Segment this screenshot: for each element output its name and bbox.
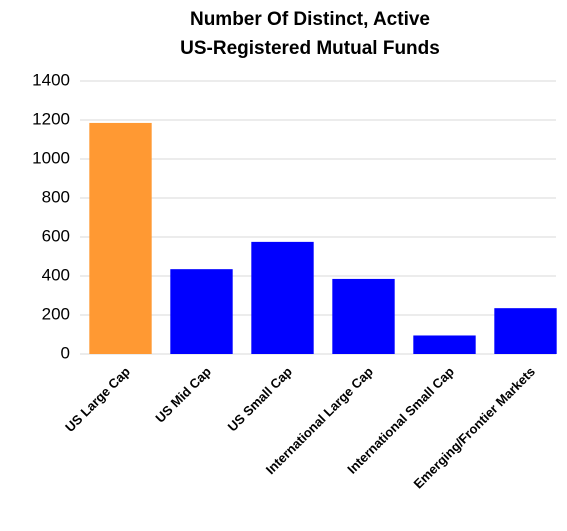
x-tick-label: US Small Cap (225, 364, 295, 434)
bar (170, 269, 233, 354)
y-tick-label: 0 (61, 343, 70, 362)
bar (89, 122, 152, 354)
bar (332, 278, 395, 354)
y-tick-label: 600 (42, 226, 70, 245)
x-tick-label: US Mid Cap (152, 364, 214, 426)
y-tick-label: 200 (42, 304, 70, 323)
bar (251, 241, 314, 354)
y-tick-label: 1000 (32, 148, 70, 167)
y-tick-label: 1200 (32, 109, 70, 128)
bar (413, 335, 476, 354)
y-tick-label: 800 (42, 187, 70, 206)
y-tick-label: 400 (42, 265, 70, 284)
y-tick-label: 1400 (32, 70, 70, 89)
chart-title: US-Registered Mutual Funds (180, 38, 440, 59)
x-tick-label: US Large Cap (62, 364, 133, 435)
bar (494, 308, 557, 354)
chart-title: Number Of Distinct, Active (190, 9, 430, 30)
